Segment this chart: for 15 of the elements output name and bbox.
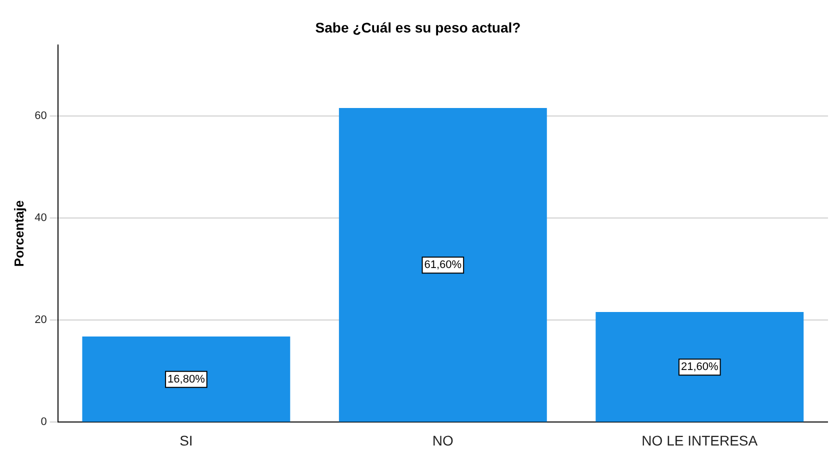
bar bbox=[338, 108, 547, 422]
chart-title: Sabe ¿Cuál es su peso actual? bbox=[315, 19, 521, 36]
y-tick-label: 20 bbox=[34, 314, 47, 326]
y-tick-label: 40 bbox=[34, 212, 47, 224]
bar bbox=[596, 312, 804, 422]
y-tick-label: 0 bbox=[40, 416, 47, 428]
x-tick-label: NO LE INTERESA bbox=[642, 432, 758, 448]
data-label: 61,60% bbox=[424, 259, 462, 272]
y-axis-title: Porcentaje bbox=[11, 200, 26, 267]
x-tick-label: NO bbox=[432, 432, 454, 448]
x-tick-label: SI bbox=[180, 432, 193, 448]
data-label: 21,60% bbox=[680, 361, 719, 374]
data-label: 16,80% bbox=[168, 373, 206, 386]
y-tick-label: 60 bbox=[34, 110, 47, 122]
bar bbox=[82, 336, 290, 422]
